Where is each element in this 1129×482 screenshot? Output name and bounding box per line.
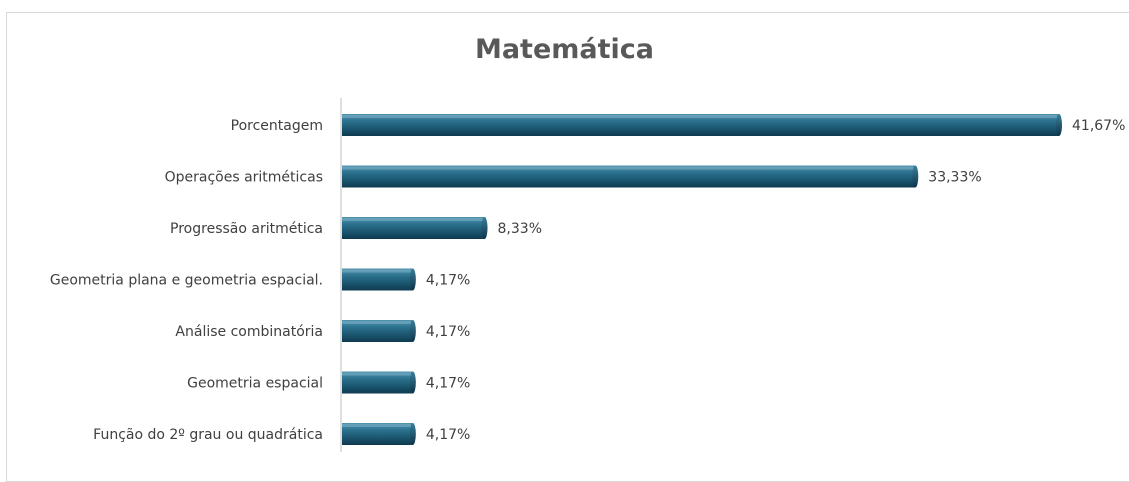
bar-end-cap: [409, 423, 416, 445]
value-label: 41,67%: [1072, 118, 1125, 134]
bar-end-cap: [481, 217, 488, 239]
bar-body: [342, 320, 413, 342]
chart-frame: [6, 12, 1129, 482]
value-label: 4,17%: [426, 273, 470, 289]
category-label: Operações aritméticas: [165, 170, 323, 186]
bar-highlight: [342, 424, 411, 427]
bar-end-cap: [912, 165, 919, 188]
value-label: 4,17%: [426, 427, 470, 443]
category-label: Porcentagem: [231, 118, 323, 134]
bar: [342, 268, 416, 291]
bar-highlight: [342, 372, 411, 376]
value-label: 4,17%: [426, 324, 470, 340]
bar-body: [342, 217, 485, 239]
bar-highlight: [342, 166, 914, 170]
chart-title: Matemática: [474, 34, 655, 65]
bar-highlight: [342, 115, 1057, 118]
bar-body: [342, 114, 1059, 136]
bar: [342, 423, 416, 445]
category-label: Geometria espacial: [187, 376, 323, 392]
category-label: Função do 2º grau ou quadrática: [93, 427, 323, 443]
bar: [342, 320, 416, 342]
value-label: 8,33%: [498, 221, 542, 237]
bar-end-cap: [1056, 114, 1062, 136]
bar-body: [342, 371, 413, 394]
bar-body: [342, 423, 413, 445]
bar-body: [342, 165, 916, 188]
bar-end-cap: [409, 268, 416, 291]
bar: [342, 217, 488, 239]
bar-end-cap: [409, 371, 416, 394]
bar-highlight: [342, 218, 483, 221]
value-label: 4,17%: [426, 376, 470, 392]
bar-body: [342, 268, 413, 291]
category-label: Geometria plana e geometria espacial.: [50, 273, 323, 289]
bar: [342, 114, 1062, 136]
value-label: 33,33%: [928, 170, 981, 186]
bar-highlight: [342, 269, 411, 273]
bar-highlight: [342, 321, 411, 324]
bar-chart: Porcentagem 41,67% Operações aritméticas 33…: [50, 98, 1125, 452]
category-label: Análise combinatória: [175, 324, 323, 340]
category-label: Progressão aritmética: [170, 221, 323, 237]
bar: [342, 165, 919, 188]
bar-end-cap: [409, 320, 416, 342]
bar: [342, 371, 416, 394]
